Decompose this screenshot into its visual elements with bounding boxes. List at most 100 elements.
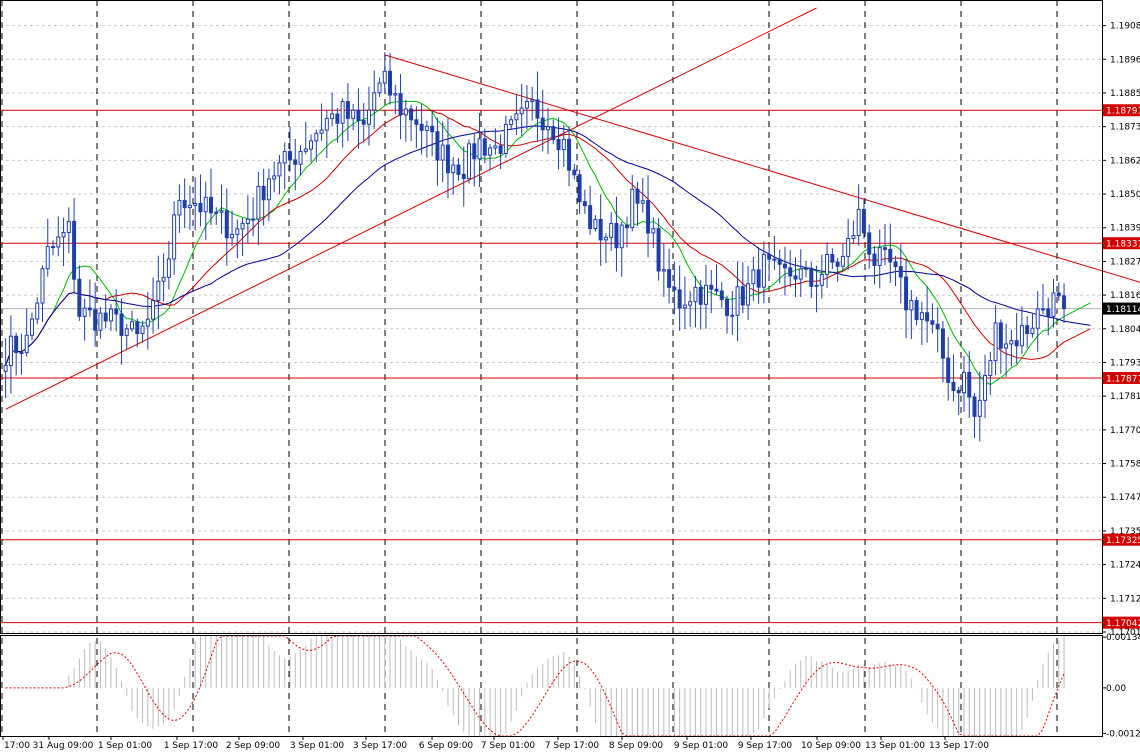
time-tick-label: 9 Sep 01:00	[674, 741, 729, 751]
candle-body	[440, 144, 445, 161]
price-tick-label: 1.18045	[1110, 325, 1140, 335]
candle-body	[751, 269, 756, 285]
candle-body	[572, 169, 577, 176]
candle-body	[77, 278, 82, 317]
price-grid	[0, 0, 1102, 736]
candle-body	[414, 119, 419, 125]
candle-body	[951, 381, 956, 391]
candle-body	[956, 389, 961, 394]
candle-body	[925, 312, 930, 322]
candle-body	[788, 267, 793, 277]
candle-body	[861, 208, 866, 234]
candle-body	[93, 309, 98, 331]
candle-body	[108, 308, 113, 322]
time-axis: 17:00 31 Aug 09:00 1 Sep 01:00 1 Sep 17:00 2…	[2, 736, 989, 751]
price-tick-label: 1.17240	[1110, 561, 1140, 571]
candle-body	[930, 320, 935, 325]
candle-body	[914, 300, 919, 320]
candle-body	[909, 300, 914, 311]
candle-body	[898, 266, 903, 278]
candle-body	[577, 174, 582, 203]
candle-body	[988, 360, 993, 376]
level-label-box	[1103, 533, 1140, 546]
candle-body	[8, 335, 13, 366]
candle-body	[445, 144, 450, 174]
candle-body	[709, 284, 714, 290]
candle-body	[251, 218, 256, 221]
trendline	[384, 54, 1140, 283]
candle-body	[888, 248, 893, 263]
candle-body	[703, 284, 708, 305]
candle-body	[24, 334, 29, 354]
candle-body	[72, 220, 77, 280]
candle-body	[409, 108, 414, 121]
price-tick-label: 1.18390	[1110, 224, 1140, 234]
price-tick-label: 1.17815	[1110, 392, 1140, 402]
candle-body	[472, 143, 477, 160]
candle-body	[1019, 325, 1024, 347]
price-tick-label: 1.19080	[1110, 22, 1140, 32]
oscillator-pane-border	[0, 635, 1103, 737]
candle-body	[256, 185, 261, 220]
candle-body	[561, 138, 566, 151]
level-label-box	[1103, 616, 1140, 629]
candle-body	[488, 147, 493, 156]
candle-body	[725, 299, 730, 316]
candle-body	[719, 290, 724, 301]
candle-body	[1062, 295, 1067, 310]
candle-body	[761, 254, 766, 288]
candle-body	[514, 113, 519, 121]
candle-body	[340, 101, 345, 124]
time-tick-label: 13 Sep 17:00	[929, 741, 989, 751]
candle-body	[1025, 325, 1030, 334]
candle-body	[551, 126, 556, 141]
candle-body	[124, 328, 129, 336]
candle-body	[224, 210, 229, 239]
candle-body	[567, 138, 572, 171]
candle-body	[1035, 308, 1040, 329]
oscillator-tick-label: 0.00	[1106, 684, 1126, 694]
candle-body	[309, 140, 314, 150]
price-tick-label: 1.18735	[1110, 123, 1140, 133]
candle-body	[177, 199, 182, 216]
candle-body	[877, 247, 882, 266]
candle-body	[172, 214, 177, 260]
candle-body	[509, 119, 514, 126]
candle-body	[1009, 340, 1014, 345]
candle-body	[382, 70, 387, 84]
candle-body	[624, 224, 629, 229]
candle-body	[840, 255, 845, 267]
candle-body	[777, 258, 782, 265]
candle-body	[151, 300, 156, 320]
candle-body	[140, 325, 145, 335]
price-tick-label: 1.18850	[1110, 89, 1140, 99]
candle-body	[698, 286, 703, 305]
price-tick-label: 1.17585	[1110, 460, 1140, 470]
candle-body	[1030, 327, 1035, 334]
candle-body	[240, 223, 245, 230]
candle-body	[798, 268, 803, 280]
candle-body	[345, 101, 350, 119]
candle-body	[1040, 308, 1045, 311]
candle-body	[614, 222, 619, 249]
candle-body	[235, 228, 240, 235]
candle-body	[203, 196, 208, 213]
candle-body	[640, 200, 645, 204]
candle-body	[677, 289, 682, 309]
time-tick-label: 1 Sep 17:00	[164, 741, 219, 751]
price-tick-label: 1.17355	[1110, 527, 1140, 537]
candle-body	[40, 268, 45, 304]
candle-body	[61, 232, 66, 238]
time-tick-label: 31 Aug 09:00	[33, 741, 94, 751]
price-tick-label: 1.17125	[1110, 594, 1140, 604]
candle-body	[182, 199, 187, 209]
level-label-text: 1.18337	[1106, 240, 1140, 250]
candle-body	[166, 258, 171, 278]
candle-body	[456, 164, 461, 175]
candle-body	[135, 321, 140, 335]
candle-body	[261, 185, 266, 201]
trendline	[5, 7, 817, 410]
candle-body	[161, 276, 166, 282]
